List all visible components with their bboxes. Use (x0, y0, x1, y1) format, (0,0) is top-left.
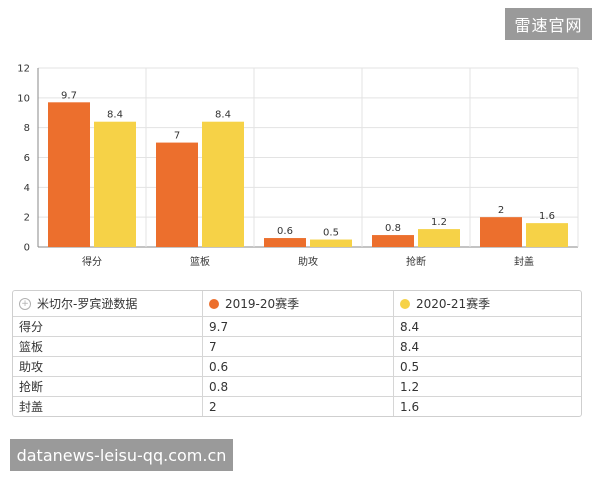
table-cell: 7 (203, 337, 394, 357)
table-cell: 2 (203, 397, 394, 416)
table-row-label: 助攻 (13, 357, 203, 377)
y-tick-label: 10 (17, 93, 30, 104)
table-cell: 1.2 (394, 377, 581, 397)
table-row: 助攻 0.6 0.5 (13, 357, 581, 377)
table-row: 抢断 0.8 1.2 (13, 377, 581, 397)
data-label: 0.5 (323, 228, 339, 239)
bar[interactable] (526, 223, 568, 247)
table-cell: 0.8 (203, 377, 394, 397)
table-header-2019: 2019-20赛季 (203, 291, 394, 317)
table-row-label: 篮板 (13, 337, 203, 357)
table-cell: 8.4 (394, 337, 581, 357)
table-cell: 1.6 (400, 399, 420, 414)
data-label: 1.2 (431, 217, 447, 228)
table-row-label: 得分 (13, 317, 203, 337)
legend-dot-2019-icon (209, 298, 219, 309)
table-cell: 8.4 (394, 317, 581, 337)
data-label: 9.7 (61, 90, 77, 101)
y-tick-label: 2 (24, 213, 30, 224)
data-label: 8.4 (107, 110, 123, 121)
bar[interactable] (480, 217, 522, 247)
table-header-2020: 2020-21赛季 (394, 291, 581, 317)
bar[interactable] (310, 239, 352, 247)
data-label: 0.6 (277, 226, 293, 237)
x-tick-label: 得分 (82, 256, 102, 268)
bar[interactable] (372, 235, 414, 247)
table-header-row: + 米切尔-罗宾逊数据 2019-20赛季 2020-21赛季 (13, 291, 581, 317)
table-title: 米切尔-罗宾逊数据 (37, 297, 138, 311)
x-tick-label: 抢断 (406, 255, 426, 268)
table-row: 得分 9.7 8.4 (13, 317, 581, 337)
table-cell: 9.7 (203, 317, 394, 337)
watermark-bottom: datanews-leisu-qq.com.cn (10, 439, 233, 471)
data-label: 0.8 (385, 223, 401, 234)
data-label: 1.6 (539, 211, 555, 222)
table-cell: 0.5 (394, 357, 581, 377)
table-row: 封盖 2 1.6 (13, 397, 581, 416)
table-corner-cell: + 米切尔-罗宾逊数据 (13, 291, 203, 317)
bar-chart: 0 2 4 6 8 10 12 9.7 8.4 得分 7 8.4 篮板 0.6 0.5 助攻 0.8 1.2 抢断 2… (17, 64, 579, 268)
y-tick-label: 6 (24, 153, 30, 164)
data-table: + 米切尔-罗宾逊数据 2019-20赛季 2020-21赛季 得分 9.7 8… (12, 290, 582, 417)
table-row-label: 抢断 (13, 377, 203, 397)
bar[interactable] (264, 238, 306, 247)
watermark-top: 雷速官网 (505, 8, 592, 40)
bar[interactable] (48, 102, 90, 247)
table-header-label: 2019-20赛季 (225, 297, 300, 311)
legend-dot-2020-icon (400, 298, 410, 309)
table-row-label: 封盖 (13, 397, 203, 416)
bar[interactable] (418, 229, 460, 247)
data-label: 8.4 (215, 110, 231, 121)
y-tick-label: 4 (24, 183, 30, 194)
bar[interactable] (156, 142, 198, 247)
x-tick-label: 封盖 (514, 255, 534, 268)
data-label: 7 (174, 131, 180, 142)
table-row: 篮板 7 8.4 (13, 337, 581, 357)
x-tick-label: 篮板 (190, 255, 210, 268)
x-tick-label: 助攻 (298, 255, 318, 268)
bar[interactable] (202, 121, 244, 247)
bar[interactable] (94, 121, 136, 247)
plus-icon[interactable]: + (19, 297, 31, 310)
table-cell: 0.6 (203, 357, 394, 377)
table-header-label: 2020-21赛季 (416, 297, 491, 311)
y-tick-label: 0 (24, 243, 30, 254)
y-tick-label: 12 (17, 64, 30, 75)
data-label: 2 (498, 205, 504, 216)
y-tick-label: 8 (24, 123, 30, 134)
